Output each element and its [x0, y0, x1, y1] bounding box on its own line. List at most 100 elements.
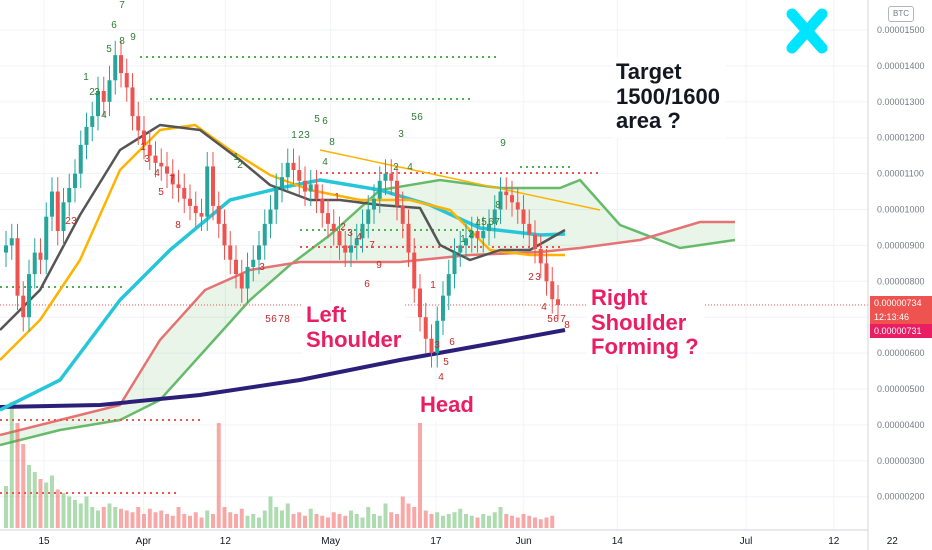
candle-body [331, 223, 336, 232]
volume-bar [257, 517, 261, 528]
candle-body [550, 281, 555, 300]
candle-body [268, 209, 273, 224]
td-label: 5 [547, 314, 553, 325]
volume-bar [165, 514, 169, 528]
volume-bar [9, 402, 14, 528]
trend-line [319, 149, 601, 211]
volume-bar [504, 514, 509, 528]
td-label: 1 [460, 234, 466, 245]
candle-body [521, 209, 526, 224]
candle-body [205, 166, 210, 217]
td-label: 8 [495, 200, 501, 211]
currency-badge[interactable]: BTC [888, 6, 914, 22]
volume-bar [435, 512, 440, 528]
candle-body [193, 205, 198, 214]
td-label: 2 [89, 87, 95, 98]
td-label: 5 [106, 44, 112, 55]
candle-body [538, 248, 543, 264]
volume-bar [510, 515, 514, 528]
volume-bar [372, 514, 376, 528]
td-label: 5 [314, 114, 320, 125]
td-label: 3 [347, 228, 353, 239]
volume-bar [498, 507, 503, 528]
price-tick-label: 0.00000600 [877, 348, 925, 358]
volume-bar [337, 514, 342, 528]
td-label: 5 [158, 187, 164, 198]
candle-body [50, 191, 54, 217]
volume-bar [429, 514, 434, 528]
volume-bar [487, 515, 491, 528]
close-x-icon[interactable] [782, 6, 832, 56]
volume-bar [32, 472, 37, 528]
td-label: 8 [284, 314, 290, 325]
candle-body [216, 205, 221, 224]
td-label: 3 [304, 130, 310, 141]
countdown-tag: 12:13:46 [870, 310, 932, 324]
candle-body [4, 245, 8, 253]
td-label: 8 [119, 36, 125, 47]
candle-body [314, 184, 319, 199]
time-tick-label: 17 [430, 536, 442, 547]
td-label: 3 [535, 272, 541, 283]
price-axis[interactable]: 0.00001500 0.00001400 0.00001300 0.00001200… [867, 0, 932, 550]
td-label: 3 [434, 340, 440, 351]
volume-bar [21, 444, 26, 528]
td-label: 1 [140, 142, 146, 153]
target-annotation: Target 1500/1600 area ? [612, 58, 726, 138]
cloud-fill [0, 180, 735, 445]
volume-bar [326, 517, 330, 528]
volume-bar [515, 517, 520, 528]
volume-bar [199, 517, 204, 528]
td-label: 6 [417, 112, 423, 123]
candle-body [130, 87, 135, 117]
td-label: 6 [488, 217, 494, 228]
td-label: 7 [119, 0, 125, 11]
td-label: 8 [175, 220, 181, 231]
td-label: 6 [364, 279, 370, 290]
volume-bar [142, 514, 146, 528]
candle-body [487, 223, 491, 232]
gridlines [0, 0, 893, 530]
target-line-1: Target [616, 59, 682, 84]
candle-body [38, 252, 43, 260]
candle-body [96, 91, 100, 117]
candle-body [423, 317, 428, 339]
volume-bar [170, 515, 175, 528]
candle-body [21, 295, 26, 318]
candle-body [320, 198, 325, 214]
candle-body [262, 223, 267, 246]
left-shoulder-annotation: Left Shoulder [302, 302, 406, 356]
left-shoulder-line-1: Left [306, 302, 347, 327]
candle-body [354, 238, 359, 246]
candle-body [239, 274, 244, 289]
candle-body [285, 162, 290, 178]
time-axis[interactable]: 15Apr12May17Jun14Jul1222Aug [0, 529, 932, 547]
volume-bar [308, 508, 313, 528]
volume-bar [182, 514, 187, 528]
candle-body [234, 259, 238, 275]
candle-body [228, 245, 233, 260]
price-tick-label: 0.00001400 [877, 61, 925, 71]
price-tick-label: 0.00001300 [877, 97, 925, 107]
time-tick-label: Jul [740, 536, 753, 547]
head-line-1: Head [420, 392, 474, 417]
volume-bar [452, 512, 457, 528]
volume-bar [193, 512, 198, 528]
td-label: 4 [475, 218, 481, 229]
candle-body [515, 202, 520, 210]
td-label: 2 [528, 272, 534, 283]
candle-body [78, 144, 83, 174]
candle-body [510, 195, 514, 203]
ichimoku-cloud [0, 178, 736, 447]
candle-body [383, 173, 388, 181]
right-shoulder-annotation: Right Shoulder Forming ? [587, 284, 705, 364]
volume-bar [176, 507, 181, 528]
price-tick-label: 0.00000500 [877, 384, 925, 394]
td-label: 5 [443, 357, 449, 368]
span-b-line [0, 178, 736, 447]
td-label: 3 [259, 262, 265, 273]
candle-body [441, 295, 445, 321]
volume-bar [130, 512, 135, 528]
